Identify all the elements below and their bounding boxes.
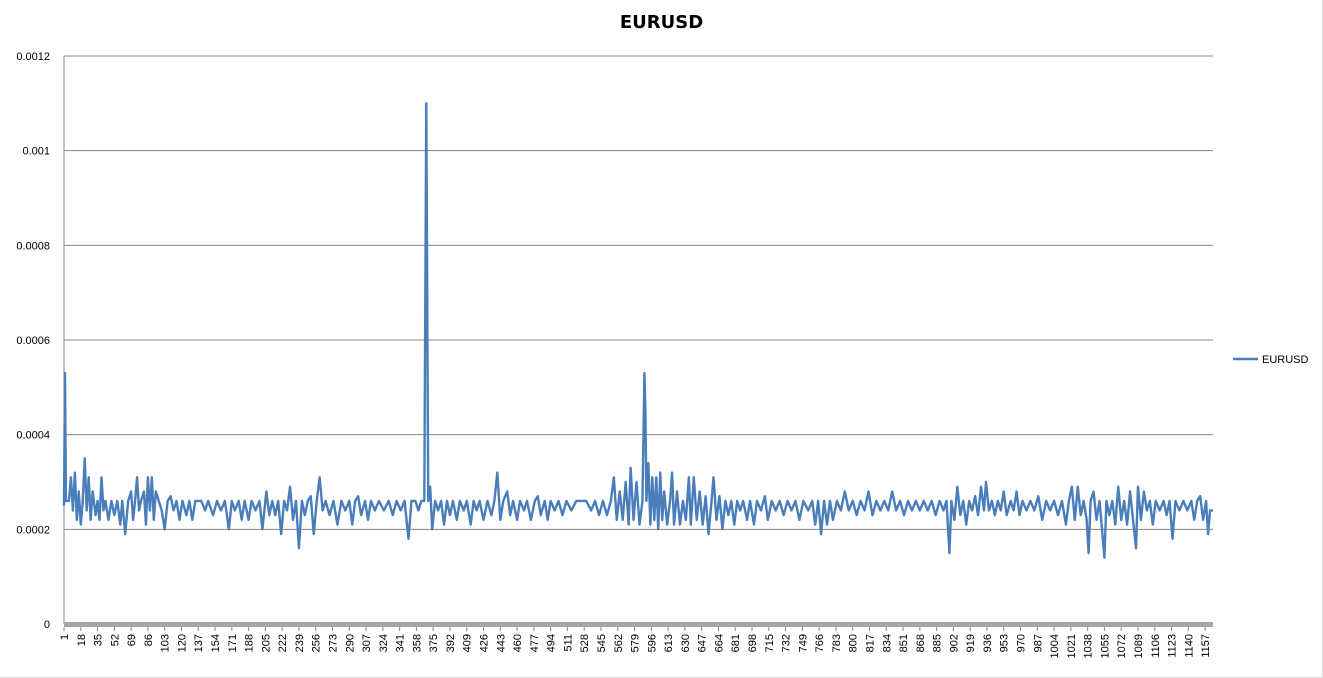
x-tick-label: 477 <box>529 634 541 652</box>
x-tick-label: 970 <box>1016 634 1028 652</box>
x-axis-ticks: 1 18 35 52 69 86 103 120 137 154 171 188 205 222 239 25… <box>59 627 1212 658</box>
x-tick-label: 681 <box>730 634 742 652</box>
x-tick-label: 579 <box>630 634 642 652</box>
x-tick-label: 1123 <box>1167 634 1179 658</box>
x-tick-label: 953 <box>999 634 1011 652</box>
x-tick-label: 1 <box>59 634 71 640</box>
x-tick-label: 426 <box>479 634 491 652</box>
x-tick-label: 341 <box>395 634 407 652</box>
x-tick-label: 18 <box>76 634 88 646</box>
x-tick-label: 902 <box>948 634 960 652</box>
gridlines <box>64 55 1213 530</box>
x-tick-label: 137 <box>193 634 205 652</box>
x-tick-label: 1038 <box>1083 634 1095 658</box>
x-tick-label: 630 <box>680 634 692 652</box>
x-tick-label: 1004 <box>1049 634 1061 658</box>
x-tick-label: 205 <box>260 634 272 652</box>
x-tick-label: 545 <box>596 634 608 652</box>
x-tick-label: 528 <box>579 634 591 652</box>
series-group <box>62 102 1213 559</box>
x-tick-label: 885 <box>932 634 944 652</box>
legend-label: EURUSD <box>1262 354 1309 366</box>
x-tick-label: 1072 <box>1116 634 1128 658</box>
x-tick-label: 1055 <box>1099 634 1111 658</box>
x-tick-label: 409 <box>462 634 474 652</box>
x-tick-label: 715 <box>764 634 776 652</box>
x-tick-label: 800 <box>848 634 860 652</box>
x-tick-label: 239 <box>294 634 306 652</box>
x-tick-label: 664 <box>713 634 725 652</box>
x-tick-label: 732 <box>781 634 793 652</box>
x-tick-label: 120 <box>176 634 188 652</box>
x-tick-label: 936 <box>982 634 994 652</box>
x-tick-label: 69 <box>126 634 138 646</box>
x-tick-label: 222 <box>277 634 289 652</box>
x-tick-label: 324 <box>378 634 390 652</box>
x-tick-label: 494 <box>546 634 558 652</box>
x-tick-label: 86 <box>143 634 155 646</box>
x-tick-label: 1157 <box>1200 634 1212 658</box>
x-tick-label: 766 <box>814 634 826 652</box>
x-tick-label: 1021 <box>1066 634 1078 658</box>
x-tick-label: 562 <box>613 634 625 652</box>
x-tick-label: 1089 <box>1133 634 1145 658</box>
x-tick-label: 256 <box>311 634 323 652</box>
x-tick-label: 919 <box>965 634 977 652</box>
x-tick-label: 273 <box>327 634 339 652</box>
x-axis <box>63 56 1213 627</box>
y-axis-ticks: 0 0.0002 0.0004 0.0006 0.0008 0.001 0.0012 <box>16 51 50 631</box>
x-tick-label: 783 <box>831 634 843 652</box>
x-tick-label: 596 <box>646 634 658 652</box>
y-tick-label: 0.0004 <box>16 430 50 442</box>
x-tick-label: 443 <box>495 634 507 652</box>
x-tick-label: 307 <box>361 634 373 652</box>
y-tick-label: 0 <box>44 619 50 631</box>
y-tick-label: 0.0008 <box>16 240 50 252</box>
x-tick-label: 52 <box>109 634 121 646</box>
x-tick-label: 647 <box>697 634 709 652</box>
series-line-eurusd <box>62 102 1213 559</box>
x-tick-label: 358 <box>411 634 423 652</box>
x-tick-label: 987 <box>1032 634 1044 652</box>
y-tick-label: 0.0006 <box>16 335 50 347</box>
x-axis-line <box>64 622 1213 627</box>
x-tick-label: 817 <box>864 634 876 652</box>
x-tick-label: 1106 <box>1150 634 1162 658</box>
x-tick-label: 171 <box>227 634 239 652</box>
x-tick-label: 749 <box>797 634 809 652</box>
x-tick-label: 460 <box>512 634 524 652</box>
legend: EURUSD <box>1233 354 1309 366</box>
y-tick-label: 0.0002 <box>16 524 50 536</box>
chart-title: EURUSD <box>619 12 704 33</box>
y-tick-label: 0.0012 <box>16 51 50 63</box>
x-tick-label: 613 <box>663 634 675 652</box>
x-tick-label: 1140 <box>1183 634 1195 658</box>
y-tick-label: 0.001 <box>22 146 50 158</box>
x-tick-label: 375 <box>428 634 440 652</box>
x-tick-label: 154 <box>210 634 222 652</box>
x-tick-label: 698 <box>747 634 759 652</box>
x-tick-label: 511 <box>562 634 574 652</box>
x-tick-label: 868 <box>915 634 927 652</box>
x-tick-label: 851 <box>898 634 910 652</box>
x-tick-label: 392 <box>445 634 457 652</box>
x-tick-label: 834 <box>881 634 893 652</box>
x-tick-label: 103 <box>160 634 172 652</box>
x-tick-label: 188 <box>244 634 256 652</box>
x-tick-label: 35 <box>93 634 105 646</box>
x-tick-label: 290 <box>344 634 356 652</box>
